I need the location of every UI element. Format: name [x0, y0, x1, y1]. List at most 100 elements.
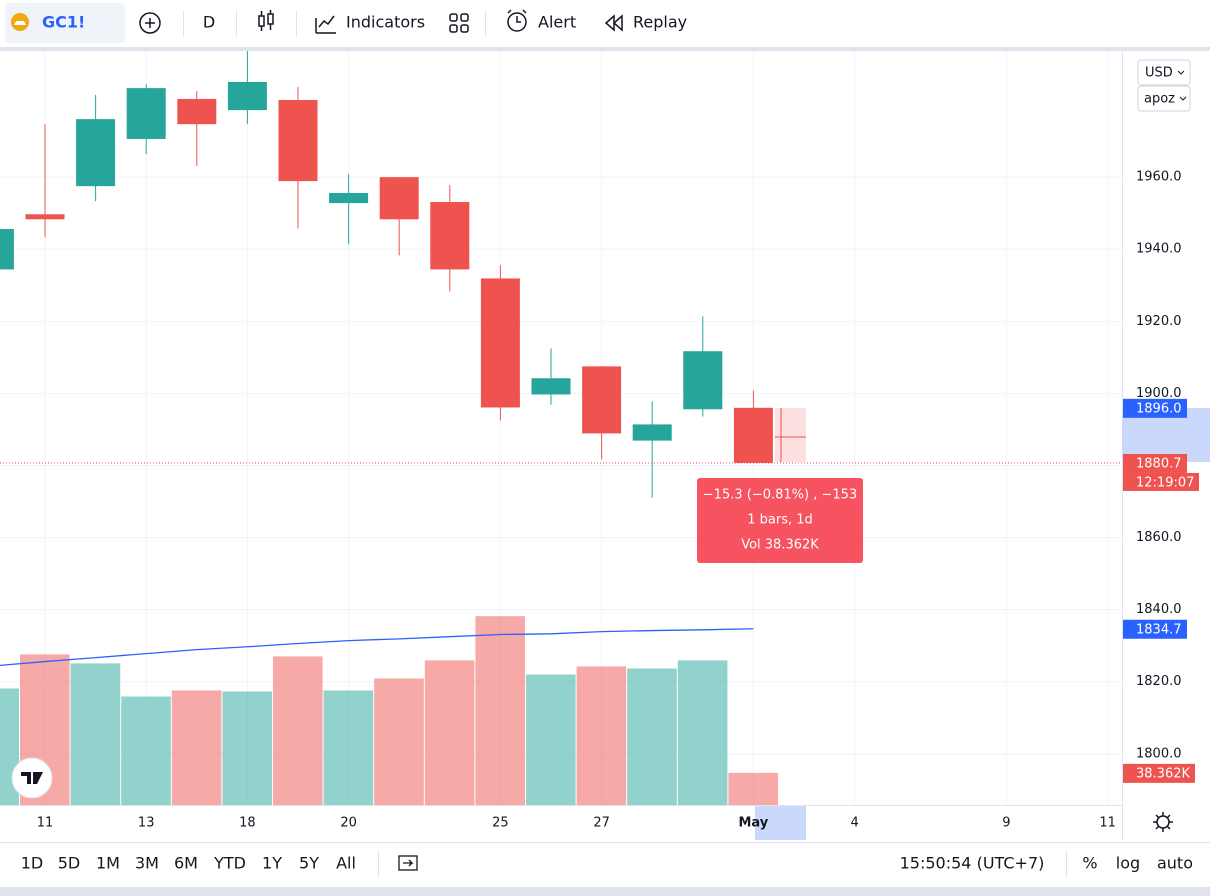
candle-body	[329, 193, 369, 204]
candle-body	[76, 119, 116, 187]
indicators-button[interactable]: Indicators	[346, 13, 425, 32]
x-tick-label: 11	[1099, 816, 1116, 831]
scale-menu[interactable]	[1137, 85, 1191, 112]
x-tick-label: 13	[138, 816, 155, 831]
range-button[interactable]: 1Y	[262, 854, 282, 873]
volume-bar	[222, 691, 272, 805]
y-tick-label: 1940.0	[1136, 242, 1182, 257]
candle-body	[430, 202, 470, 270]
price-badge	[1123, 453, 1187, 473]
volume-bar	[374, 678, 424, 805]
toolbar: GC1! D Indicators Alert Replay	[5, 3, 687, 43]
logo[interactable]	[11, 757, 53, 799]
indicators-icon[interactable]	[315, 15, 336, 34]
symbol[interactable]: GC1!	[42, 13, 85, 32]
add-icon	[145, 18, 155, 28]
volume-bar	[323, 690, 374, 805]
currency-menu[interactable]	[1137, 59, 1191, 86]
scale-option[interactable]: %	[1082, 854, 1097, 873]
x-tick-label: 20	[340, 816, 357, 831]
candle-body	[480, 278, 520, 408]
y-tick-label: 1860.0	[1136, 530, 1182, 545]
interval[interactable]: D	[203, 13, 215, 32]
y-tick-label: 1840.0	[1136, 602, 1182, 617]
layout-icon[interactable]	[449, 13, 469, 33]
volume-bar	[526, 674, 576, 805]
ma-line	[0, 628, 754, 667]
volume-bar	[70, 663, 121, 805]
add-icon[interactable]	[139, 12, 161, 34]
candles	[0, 51, 773, 498]
volume-badge	[1123, 763, 1195, 783]
separator	[0, 887, 1210, 896]
y-tick-label: 1920.0	[1136, 314, 1182, 329]
price-badge-label: 1880.7	[1136, 456, 1182, 471]
range-button[interactable]: YTD	[213, 854, 246, 873]
date-range-icon	[403, 859, 414, 867]
volume-badge-label: 38.362K	[1136, 766, 1190, 781]
candle-body	[227, 81, 267, 111]
volume-bar	[475, 616, 525, 805]
tooltip	[697, 478, 863, 563]
x-tick-label: 18	[239, 816, 256, 831]
scale-option[interactable]: auto	[1157, 854, 1193, 873]
range-button[interactable]: 1M	[96, 854, 120, 873]
y-tick-label: 1960.0	[1136, 170, 1182, 185]
y-tick-label: 1820.0	[1136, 674, 1182, 689]
overlay	[0, 462, 1122, 667]
alert-icon[interactable]	[507, 9, 527, 32]
clock[interactable]: 15:50:54 (UTC+7)	[900, 854, 1045, 873]
range-button[interactable]: All	[336, 854, 356, 873]
volume-bar	[273, 656, 323, 805]
projection-cross	[775, 408, 806, 462]
candle-body	[278, 100, 318, 182]
candle-body	[733, 407, 773, 463]
candle-body	[683, 351, 723, 410]
volume-bar	[728, 772, 778, 805]
candle-body	[0, 229, 14, 270]
logo	[21, 772, 43, 784]
projection	[775, 408, 806, 462]
x-tick-label: 27	[593, 816, 610, 831]
tooltip-text: −15.3 (−0.81%) , −153	[703, 488, 857, 503]
candle-body	[379, 177, 419, 220]
scale-option[interactable]: log	[1116, 854, 1140, 873]
scale-menu-label[interactable]: apoz	[1144, 92, 1175, 107]
tooltip-text: 1 bars, 1d	[747, 513, 813, 528]
range-button[interactable]: 6M	[174, 854, 198, 873]
replay-button[interactable]: Replay	[633, 13, 687, 32]
price-badge-label: 1896.0	[1136, 401, 1182, 416]
x-tick-label: 25	[492, 816, 509, 831]
axis-highlight	[755, 806, 806, 840]
replay-icon[interactable]	[604, 14, 623, 32]
volume-bar	[576, 666, 627, 805]
separator	[0, 47, 1210, 51]
axes: 1800.01820.01840.01860.01880.01900.01920…	[37, 170, 1199, 831]
chart-type-icon[interactable]	[258, 10, 274, 31]
range-button[interactable]: 5Y	[299, 854, 319, 873]
alert-button[interactable]: Alert	[538, 13, 576, 32]
chevron	[1179, 96, 1187, 101]
range-button[interactable]: 3M	[135, 854, 159, 873]
x-tick-label: May	[739, 816, 769, 831]
x-tick-label: 4	[850, 816, 858, 831]
date-range-icon[interactable]	[398, 855, 418, 871]
price-badge	[1123, 398, 1187, 418]
price-badge	[1123, 619, 1187, 639]
price-badge-label: 1834.7	[1136, 622, 1182, 637]
candle-body	[632, 424, 672, 441]
range-button[interactable]: 1D	[21, 854, 44, 873]
y-tick-label: 1800.0	[1136, 746, 1182, 761]
symbol-icon	[14, 21, 26, 25]
volume-bar	[627, 668, 677, 805]
candle-body	[531, 378, 571, 395]
timer-badge	[1123, 472, 1199, 491]
volume-bars	[0, 616, 778, 805]
currency[interactable]: USD	[1145, 66, 1173, 81]
range-button[interactable]: 5D	[58, 854, 81, 873]
symbol-button[interactable]	[5, 3, 125, 43]
volume-bar	[121, 696, 171, 805]
timer-label: 12:19:07	[1136, 475, 1194, 490]
volume-bar	[677, 660, 728, 805]
